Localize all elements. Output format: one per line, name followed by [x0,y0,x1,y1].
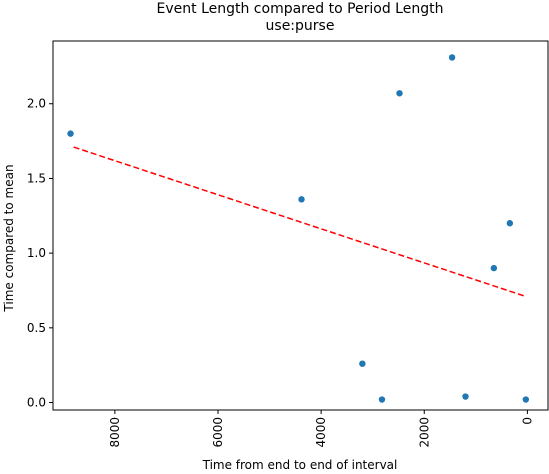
data-point [378,396,386,403]
x-tick-label: 0 [520,417,534,425]
y-tick-label: 1.5 [27,171,46,185]
data-point [396,90,403,97]
x-tick-label: 6000 [211,417,225,448]
trendline-group [73,146,527,298]
y-tick-label: 2.0 [27,97,46,111]
data-point [448,54,456,61]
x-tick-label: 2000 [417,417,431,448]
data-point [67,130,74,137]
chart-title: Event Length compared to Period Length [157,1,444,17]
chart-subtitle: use:purse [266,18,335,34]
axis-ticks: 8000 6000 4000 2000 0 0.0 0.5 1.0 1.5 2.0 [27,97,534,448]
plot-frame [52,40,549,411]
y-tick-label: 0.5 [27,321,46,335]
data-point [298,196,305,203]
points-group [67,54,530,403]
x-axis-label: Time from end to end of interval [202,458,398,472]
y-tick-label: 1.0 [27,246,46,260]
data-point [359,360,366,367]
data-point [462,393,469,400]
trendline [73,146,527,298]
y-axis-label: Time compared to mean [2,164,16,312]
data-point [490,264,498,272]
y-tick-label: 0.0 [27,396,46,410]
x-tick-label: 8000 [108,417,122,448]
data-point [522,396,530,403]
data-point [506,220,514,227]
x-tick-label: 4000 [314,417,328,448]
